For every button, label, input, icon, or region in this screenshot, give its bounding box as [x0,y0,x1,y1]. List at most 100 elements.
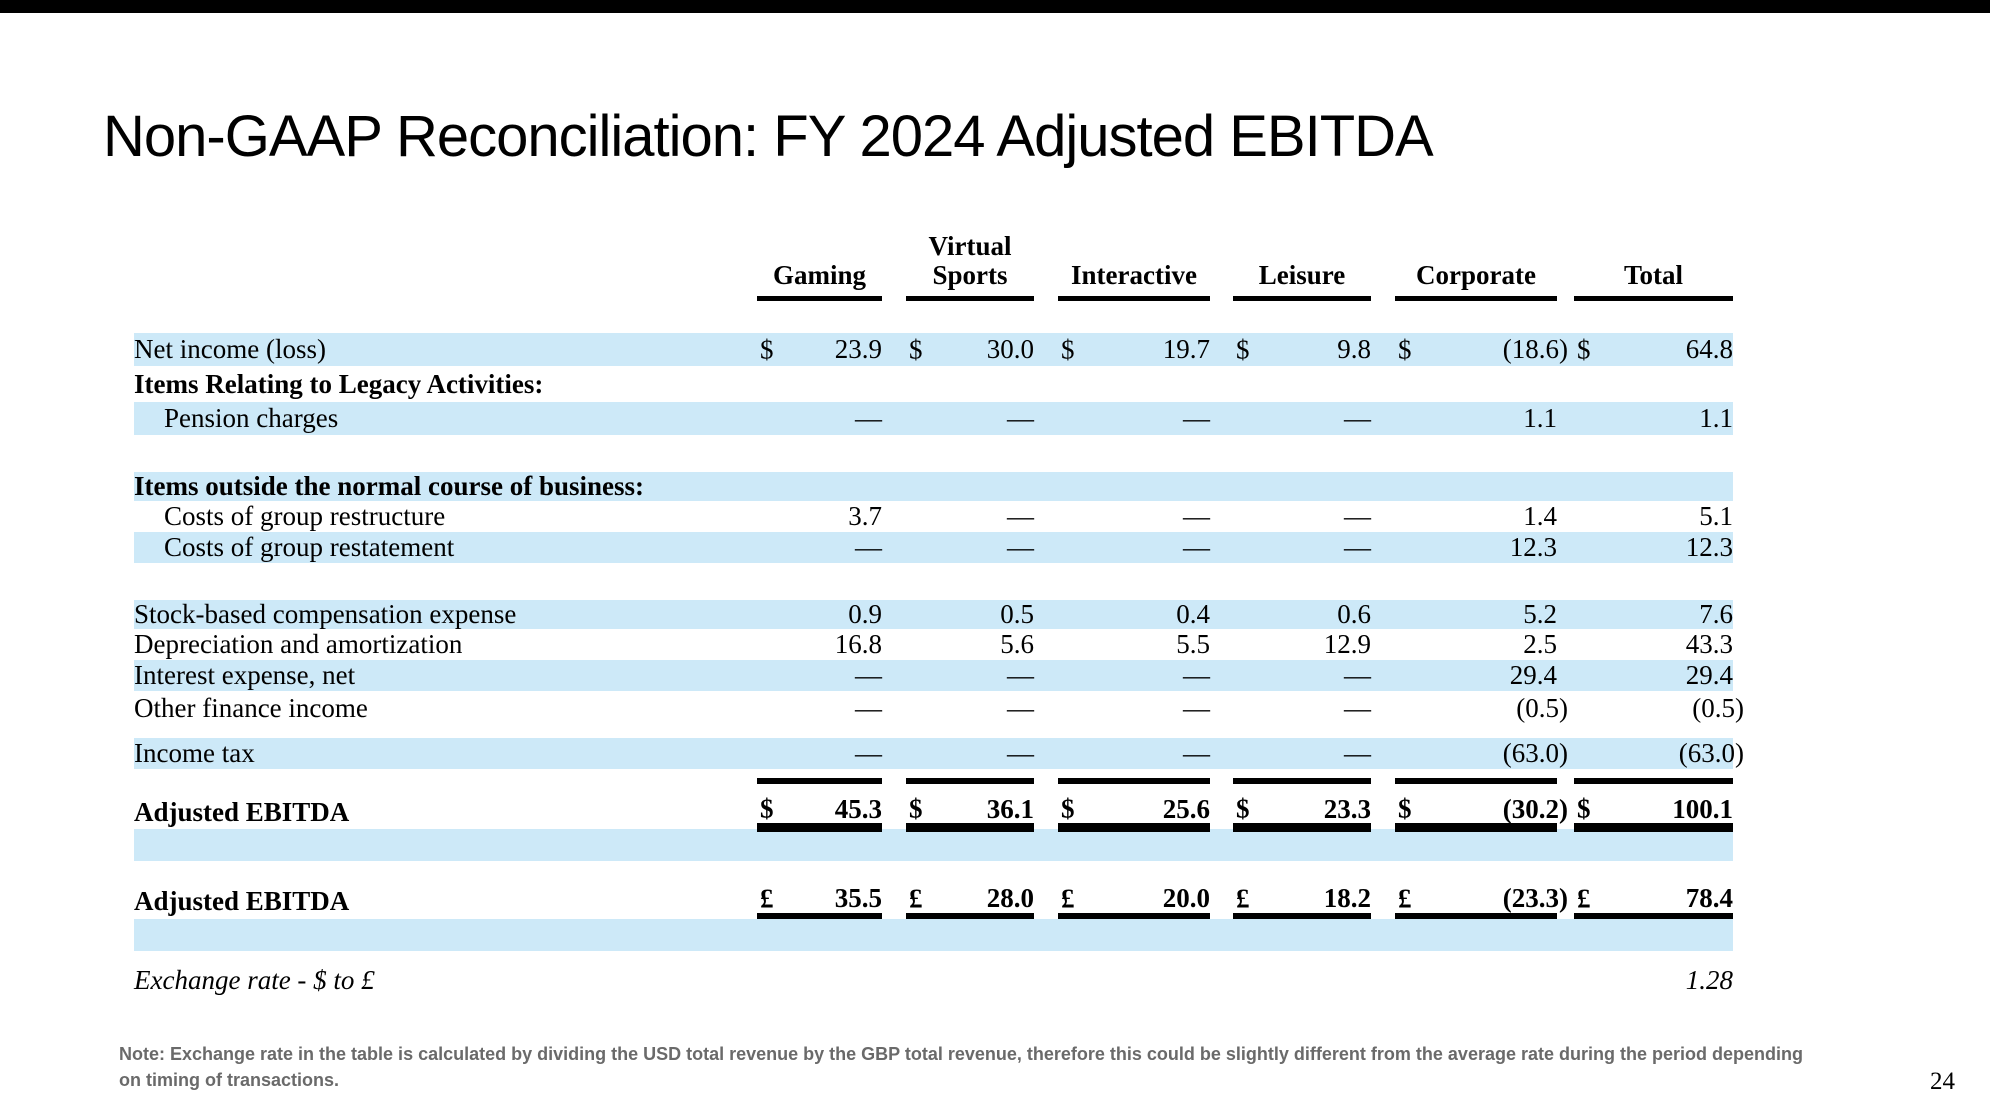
band-fill-row [134,829,1733,861]
slide-title: Non-GAAP Reconciliation: FY 2024 Adjuste… [103,103,1434,169]
cell-value: — [1183,660,1210,690]
section-header-row: Items outside the normal course of busin… [134,471,1733,501]
currency-symbol: $ [1398,334,1412,364]
currency-symbol: £ [1061,883,1075,913]
value-cell: — [906,660,1034,691]
currency-symbol: $ [1577,793,1591,824]
cell-value: — [1183,501,1210,531]
value-cell [757,964,882,997]
value-cell: 0.6 [1233,599,1371,629]
cell-value: 1.1 [1699,403,1733,433]
currency-symbol: £ [1236,883,1250,913]
value-cell: £28.0 [906,883,1034,919]
cell-value: — [1344,692,1371,723]
top-accent-bar [0,0,1990,13]
value-cell: 16.8 [757,629,882,660]
currency-symbol: $ [1236,334,1250,364]
value-cell: 12.3 [1395,532,1557,563]
value-cell: 43.3 [1574,629,1733,660]
row-label: Items outside the normal course of busin… [134,471,644,501]
value-cell: 1.1 [1395,402,1557,435]
row-label: Other finance income [134,692,368,723]
cell-value: 1.1 [1523,403,1557,433]
cell-value: 30.0 [986,334,1034,364]
value-cell: 1.4 [1395,501,1557,532]
cell-value: — [1344,660,1371,690]
value-cell: — [1233,691,1371,725]
cell-value: — [1007,692,1034,723]
row-label: Exchange rate - $ to £ [134,965,375,995]
rule-line [1395,778,1557,784]
value-cell: £ (23.3) [1395,883,1568,919]
value-cell: (0.5) [1395,691,1568,725]
table-row: Stock-based compensation expense 0.9 0.5 0.… [134,599,1733,629]
footnote-text: Note: Exchange rate in the table is calc… [119,1044,1803,1091]
row-label: Items Relating to Legacy Activities: [134,368,544,399]
table-row: Income tax — — — — (63.0) (63.0) [134,738,1744,769]
value-cell: 12.9 [1233,629,1371,660]
cell-value: — [1344,532,1371,562]
value-cell: — [1233,402,1371,435]
cell-value: 5.5 [1176,629,1210,659]
cell-value: 0.4 [1176,599,1210,629]
cell-value: 20.0 [1162,883,1210,913]
cell-value: — [1007,660,1034,690]
table-row: Adjusted EBITDA $45.3 $36.1 $25.6 $23.3 $ (30.… [134,793,1733,832]
currency-symbol: $ [1061,334,1075,364]
row-label: Depreciation and amortization [134,629,463,659]
spacer-row [134,435,1733,472]
value-cell: 5.6 [906,629,1034,660]
spacer-row [134,563,1733,600]
cell-value: 5.2 [1523,599,1557,629]
value-cell: 2.5 [1395,629,1557,660]
value-cell: — [906,738,1034,769]
value-cell: 0.4 [1058,599,1210,629]
value-cell: — [1233,532,1371,563]
cell-value: 78.4 [1685,883,1733,913]
cell-value: — [1183,403,1210,433]
value-cell: 1.1 [1574,402,1733,435]
cell-value: — [1007,738,1034,768]
cell-value: 35.5 [834,883,882,913]
row-label: Stock-based compensation expense [134,599,517,629]
cell-value: 23.9 [834,334,882,364]
value-cell: 12.3 [1574,532,1733,563]
section-header-row: Items Relating to Legacy Activities: [134,366,1733,402]
value-cell: 29.4 [1574,660,1733,691]
value-cell: 3.7 [757,501,882,532]
value-cell: £20.0 [1058,883,1210,919]
row-label: Interest expense, net [134,660,356,690]
currency-symbol: $ [760,793,774,824]
value-cell [1395,964,1557,997]
cell-value: 7.6 [1699,599,1733,629]
rule-line [757,778,882,784]
reconciliation-table: Gaming Virtual Sports Interactive Leisure Co… [134,228,1744,997]
value-cell: (63.0) [1395,738,1568,769]
row-label: Net income (loss) [134,334,326,364]
value-cell: $ (30.2) [1395,794,1568,832]
value-cell: $23.3 [1233,794,1371,832]
value-cell [1058,964,1210,997]
column-header: Leisure [1233,261,1371,301]
cell-value: 28.0 [986,883,1034,913]
cell-value: — [1344,403,1371,433]
cell-value: — [855,403,882,433]
cell-value: — [855,692,882,723]
cell-value: — [1007,403,1034,433]
value-cell: — [1058,738,1210,769]
currency-symbol: $ [909,334,923,364]
table-row: Interest expense, net — — — — 29.4 29.4 [134,660,1733,691]
value-cell: — [1058,402,1210,435]
cell-value: — [1183,692,1210,723]
value-cell: (63.0) [1574,738,1744,769]
value-cell: 0.5 [906,599,1034,629]
spacer-row [134,725,1733,738]
table-row: Costs of group restructure 3.7 — — — 1.4 5.1 [134,501,1733,532]
table-row: Costs of group restatement — — — — 12.3 12.3 [134,532,1733,563]
table-row: Net income (loss) $23.9 $30.0 $19.7 $9.8 $ (18… [134,333,1733,366]
value-cell: — [906,402,1034,435]
cell-value: 12.3 [1509,532,1557,562]
value-cell: — [906,691,1034,725]
cell-value: (63.0) [1502,738,1568,768]
table-row: Pension charges — — — — 1.1 1.1 [134,402,1733,435]
